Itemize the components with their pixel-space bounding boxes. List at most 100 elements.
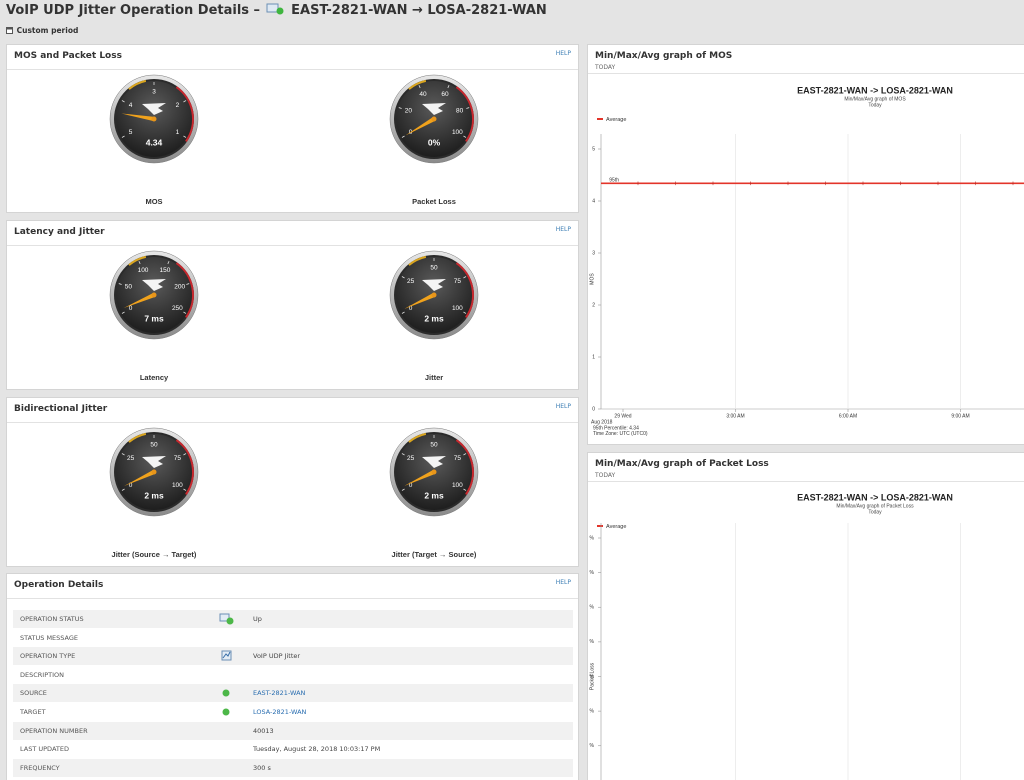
gauge-tick-label: 20: [405, 107, 413, 114]
gauge-tick-label: 250: [172, 305, 183, 312]
gauge-value: 2 ms: [424, 490, 444, 500]
gauge-tick-label: 150: [160, 267, 171, 274]
legend-label: Average: [606, 117, 626, 123]
gauge-tick-label: 75: [174, 455, 182, 462]
page-title: VoIP UDP Jitter Operation Details – EAST…: [6, 3, 547, 18]
detail-label: SOURCE: [20, 689, 47, 698]
gauge-tick-label: 60: [441, 91, 449, 98]
gauge-needle: [121, 113, 155, 122]
help-link[interactable]: HELP: [555, 50, 571, 57]
detail-label: DESCRIPTION: [20, 670, 64, 679]
gauge-tick-label: 50: [125, 283, 133, 290]
chart-period: Today: [868, 102, 882, 108]
detail-label: OPERATION TYPE: [20, 652, 76, 661]
gauge-red-zone: [175, 86, 194, 142]
panel-period: TODAY: [595, 64, 616, 71]
calendar-icon: [6, 27, 13, 34]
custom-period-text: Custom period: [16, 26, 79, 35]
y-tick-label: 0: [592, 406, 595, 412]
gauge-yellow-zone: [128, 79, 147, 90]
y-tick-label: 0.1 %: [588, 639, 595, 645]
gauge-panel: Latency and Jitter HELP 0 50 100 150 200 250 7…: [6, 220, 579, 390]
help-link[interactable]: HELP: [555, 226, 571, 233]
gauge-panel: Bidirectional Jitter HELP 0 25 50 75 100 2 ms…: [6, 397, 579, 567]
y-tick-label: 3: [592, 250, 595, 256]
detail-value[interactable]: LOSA-2821-WAN: [253, 708, 307, 716]
chart-period: Today: [868, 509, 882, 515]
gauge-tick: [118, 283, 122, 285]
gauge-value: 2 ms: [424, 313, 444, 323]
detail-row: OPERATION STATUS Up: [13, 610, 573, 628]
chart-title: EAST-2821-WAN -> LOSA-2821-WAN: [797, 85, 953, 95]
panel-title: Min/Max/Avg graph of MOS: [595, 51, 733, 61]
y-tick-label: 5: [592, 146, 595, 152]
gauge-tick: [466, 107, 470, 109]
gauge-tick-label: 75: [454, 278, 462, 285]
status-dot: [222, 689, 230, 697]
row-icon: [222, 708, 230, 716]
gauge-label: Jitter (Source → Target): [112, 550, 197, 559]
gauge-tick: [183, 488, 187, 491]
separator: [7, 245, 578, 246]
detail-row: OPERATION NUMBER 40013: [13, 721, 573, 740]
node-icon: [219, 613, 230, 622]
panel-title: Operation Details: [14, 580, 104, 590]
y-axis-label: Packet Loss: [589, 662, 595, 690]
y-tick-label: 0.08 %: [588, 674, 595, 680]
gauge-tick-label: 3: [152, 89, 156, 96]
gauge-tick: [167, 261, 170, 265]
legend-swatch: [597, 118, 603, 120]
gauge-tick: [138, 261, 141, 265]
x-tick-label: 9:00 AM: [951, 413, 969, 419]
gauge-red-zone: [175, 439, 194, 495]
gauge-value: 7 ms: [144, 313, 164, 323]
gauge-logo: [422, 456, 446, 468]
chart-panel: Min/Max/Avg graph of MOS TODAY EAST-2821…: [587, 44, 1024, 445]
y-tick-label: 0.06 %: [588, 708, 595, 714]
gauge-tick-label: 0: [409, 482, 413, 489]
gauge-hub: [431, 292, 437, 298]
gauge-tick: [463, 135, 467, 138]
gauge-tick-label: 100: [172, 482, 183, 489]
gauge-logo: [142, 103, 166, 115]
gauge-tick: [401, 488, 405, 491]
node-icon: [266, 3, 284, 15]
chart-footer: Time Zone: UTC (UTC0): [593, 431, 648, 437]
gauge-yellow-zone: [408, 79, 427, 90]
detail-value: 40013: [253, 726, 274, 735]
y-tick-label: 0.14 %: [588, 570, 595, 576]
gauge-tick: [121, 100, 125, 103]
gauge-tick: [447, 85, 450, 89]
panel-period: TODAY: [595, 472, 616, 479]
help-link[interactable]: HELP: [555, 579, 571, 586]
gauge-needle: [123, 292, 155, 309]
detail-value[interactable]: EAST-2821-WAN: [253, 689, 306, 698]
x-tick-label: 6:00 AM: [839, 413, 857, 419]
gauge-red-zone: [455, 262, 474, 318]
gauge-tick-label: 80: [456, 107, 464, 114]
gauge-yellow-zone: [128, 432, 147, 443]
gauge-hub: [151, 116, 157, 122]
gauge-hub: [431, 116, 437, 122]
gauge-tick-label: 0: [129, 482, 133, 489]
detail-row: LAST UPDATED Tuesday, August 28, 2018 10:…: [13, 740, 573, 758]
gauge-tick-label: 25: [127, 455, 135, 462]
gauge-tick-label: 50: [430, 442, 438, 449]
gauge-yellow-zone: [128, 255, 147, 266]
row-icon: [219, 613, 234, 625]
gauge-red-zone: [455, 86, 474, 142]
gauge-needle: [405, 117, 436, 136]
chart-panel: Min/Max/Avg graph of Packet Loss TODAY E…: [587, 452, 1024, 780]
custom-period[interactable]: Custom period: [6, 26, 78, 35]
gauge-red-zone: [175, 262, 194, 318]
gauge-yellow-zone: [408, 432, 427, 443]
panel-title: Bidirectional Jitter: [14, 404, 108, 414]
legend-swatch: [597, 525, 603, 527]
help-link[interactable]: HELP: [555, 403, 571, 410]
gauge-tick-label: 100: [452, 129, 463, 136]
percentile-label: 95th: [609, 178, 619, 184]
chart-title: EAST-2821-WAN -> LOSA-2821-WAN: [797, 492, 953, 502]
detail-value: Up: [253, 615, 262, 623]
y-tick-label: 0.16 %: [588, 535, 595, 541]
